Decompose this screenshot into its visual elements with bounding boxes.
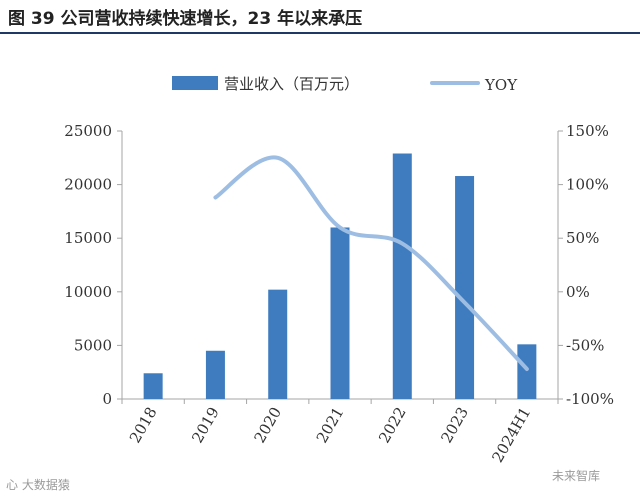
legend-bar-swatch: [172, 76, 218, 90]
right-tick-label: 150%: [566, 122, 609, 140]
left-tick-label: 15000: [64, 229, 112, 247]
right-tick-label: -50%: [566, 336, 604, 354]
bar-2024H1: [517, 344, 537, 399]
right-tick-label: 50%: [566, 229, 599, 247]
left-tick-label: 20000: [64, 176, 112, 194]
right-tick-label: -100%: [566, 390, 614, 408]
chart-axes: 0 5000 10000 15000 20000 25000 -100% -50% 0% 50% 1…: [64, 122, 614, 408]
bar-2021: [330, 227, 350, 399]
bar-2023: [455, 176, 475, 399]
x-tick-labels: 2018 2019 2020 2021 2022 2023 2024H1: [126, 404, 534, 466]
x-tick-label: 2020: [250, 404, 285, 446]
bar-2022: [392, 153, 412, 399]
bar-series: [143, 153, 537, 399]
x-tick-label: 2022: [375, 404, 410, 446]
left-tick-label: 25000: [64, 122, 112, 140]
chart-legend: 营业收入（百万元） YOY: [172, 75, 518, 94]
watermark-left: 心 大数据猿: [6, 478, 70, 492]
figure-title: 图 39 公司营收持续快速增长，23 年以来承压: [8, 9, 363, 29]
x-tick-label: 2019: [188, 404, 223, 446]
x-tick-label: 2024H1: [488, 404, 534, 466]
right-tick-label: 100%: [566, 176, 609, 194]
left-tick-label: 5000: [74, 336, 112, 354]
bar-2019: [205, 350, 225, 399]
legend-line-label: YOY: [484, 76, 518, 94]
x-tick-label: 2021: [313, 404, 348, 446]
x-tick-label: 2018: [126, 404, 161, 446]
right-tick-label: 0%: [566, 283, 590, 301]
x-tick-label: 2023: [437, 404, 472, 446]
bar-2020: [268, 289, 288, 399]
left-tick-label: 10000: [64, 283, 112, 301]
left-tick-label: 0: [102, 390, 112, 408]
title-rule: [0, 32, 640, 34]
yoy-line-series: [213, 155, 529, 371]
bar-2018: [143, 373, 163, 399]
legend-bar-label: 营业收入（百万元）: [224, 75, 359, 93]
watermark-right: 未来智库: [552, 469, 601, 483]
yoy-line: [213, 155, 529, 371]
